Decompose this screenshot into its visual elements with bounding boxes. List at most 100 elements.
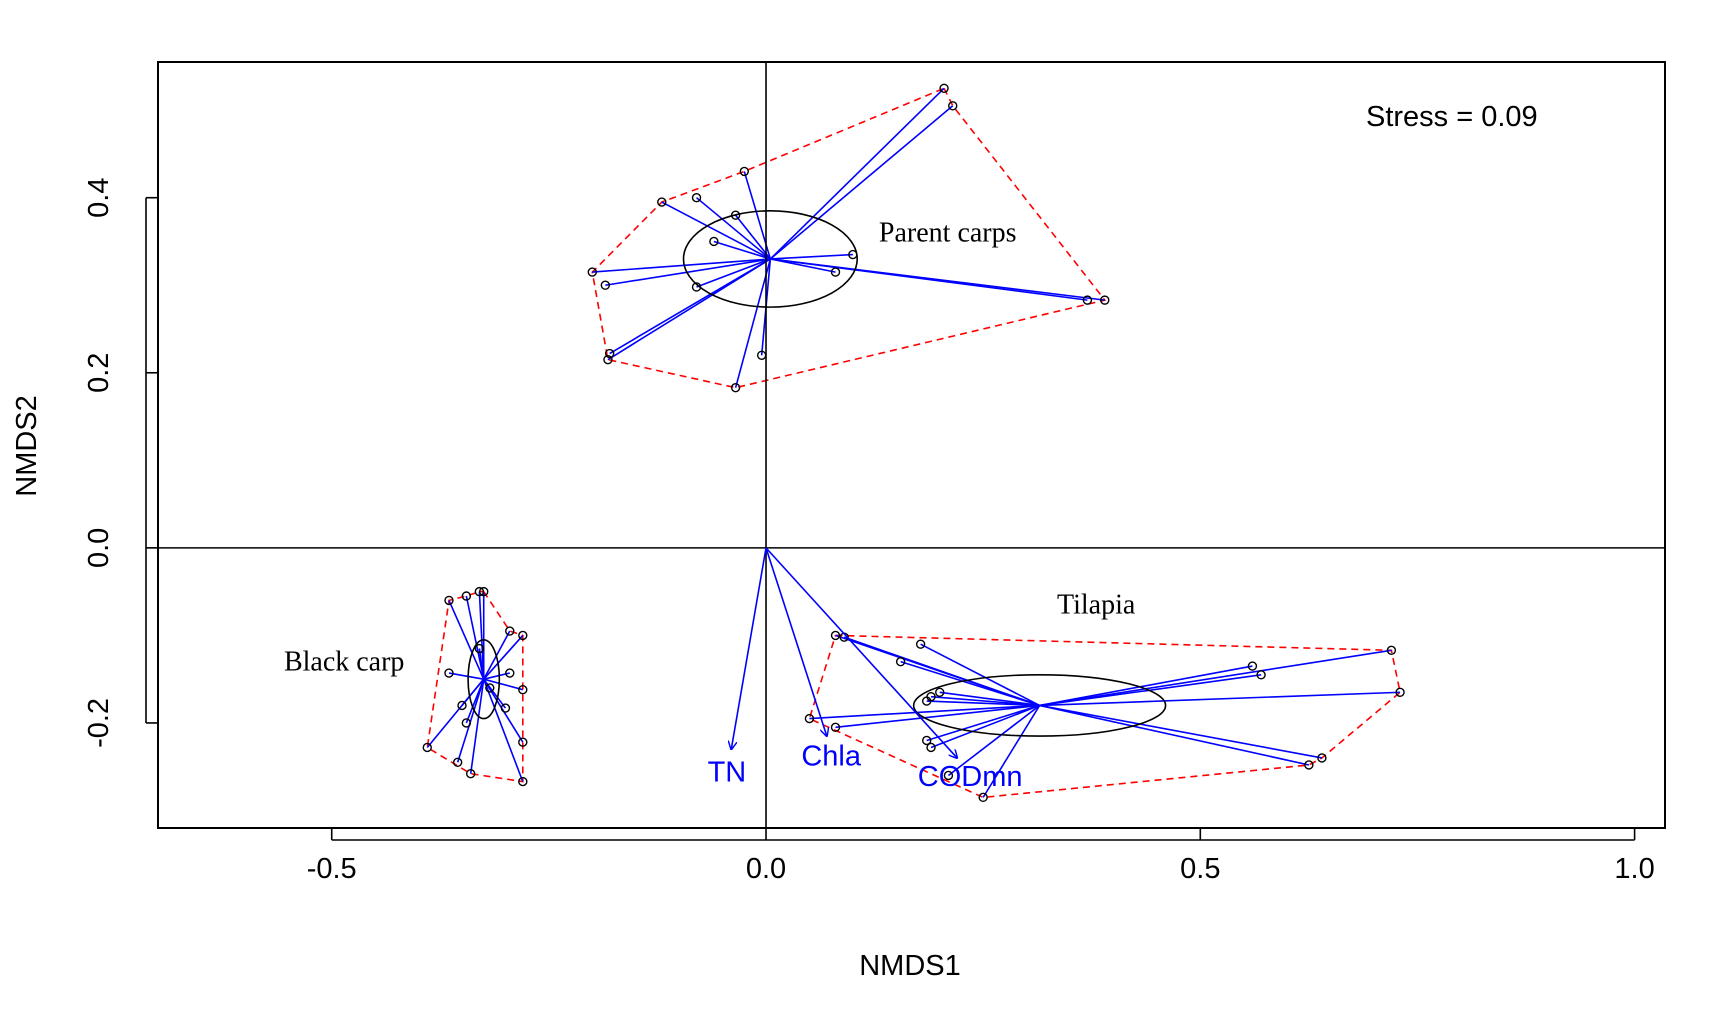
x-tick-label: 1.0 <box>1614 853 1654 885</box>
spider-line-black-carp <box>483 678 524 743</box>
y-tick-label: 0.2 <box>83 353 115 393</box>
spider-line-parent-carps <box>661 201 771 260</box>
spider-line-tilapia <box>835 704 1040 729</box>
point-tilapia <box>1256 670 1266 680</box>
spider-line-black-carp <box>426 678 485 748</box>
group-label-black-carp: Black carp <box>284 646 405 677</box>
spider-line-parent-carps <box>769 105 954 260</box>
point-parent-carps <box>600 280 611 290</box>
spider-line-tilapia <box>1039 649 1392 707</box>
ellipse-parent-carps <box>682 210 859 308</box>
point-black-carp <box>457 700 467 711</box>
point-parent-carps <box>939 83 949 93</box>
point-black-carp <box>518 630 528 641</box>
stress-label: Stress = 0.09 <box>1366 101 1538 133</box>
point-tilapia <box>1317 753 1327 763</box>
point-tilapia <box>830 630 841 641</box>
spider-line-tilapia <box>900 660 1040 707</box>
point-black-carp <box>500 703 511 713</box>
hull-black-carp <box>426 590 524 783</box>
point-parent-carps <box>1082 295 1093 305</box>
spider-line-parent-carps <box>734 214 771 260</box>
point-parent-carps <box>603 354 613 365</box>
ellipse-layer <box>467 210 1167 737</box>
point-black-carp <box>444 668 454 678</box>
point-parent-carps <box>709 236 719 247</box>
spider-line-tilapia <box>1039 704 1323 759</box>
point-black-carp <box>479 586 489 597</box>
point-tilapia <box>935 687 945 698</box>
group-label-tilapia: Tilapia <box>1057 590 1136 621</box>
spider-line-parent-carps <box>607 258 771 361</box>
spider-line-parent-carps <box>605 258 771 287</box>
spider-line-black-carp <box>465 595 485 680</box>
point-tilapia <box>922 696 932 706</box>
spider-line-tilapia <box>926 704 1040 742</box>
spider-line-black-carp <box>482 678 524 782</box>
point-black-carp <box>505 626 515 636</box>
point-tilapia <box>804 713 815 724</box>
spider-line-parent-carps <box>696 258 771 288</box>
y-tick-label: 0.4 <box>83 178 115 218</box>
point-black-carp <box>461 718 472 728</box>
point-black-carp <box>474 586 485 597</box>
point-tilapia <box>1386 645 1397 655</box>
y-tick-label: -0.2 <box>83 698 115 748</box>
point-black-carp <box>518 776 528 787</box>
spider-line-tilapia <box>920 643 1040 707</box>
spider-line-black-carp <box>469 679 485 774</box>
spider-line-parent-carps <box>770 253 853 260</box>
point-tilapia <box>943 770 954 781</box>
spider-line-parent-carps <box>696 197 771 260</box>
y-axis-label: NMDS2 <box>11 395 43 497</box>
point-tilapia <box>1247 661 1258 671</box>
point-parent-carps <box>691 282 702 292</box>
spider-line-tilapia <box>843 636 1040 707</box>
point-parent-carps <box>657 197 667 207</box>
spider-line-tilapia <box>926 700 1040 707</box>
spider-layer <box>426 87 1401 798</box>
point-tilapia <box>978 792 988 803</box>
spider-line-black-carp <box>483 634 524 680</box>
point-parent-carps <box>1100 295 1110 305</box>
ellipse-black-carp <box>467 638 501 720</box>
spider-line-black-carp <box>448 600 485 680</box>
vector-arrow-tn <box>731 547 767 749</box>
hull-layer <box>426 87 1401 799</box>
spider-line-tilapia <box>930 704 1040 749</box>
plot-frame <box>157 61 1666 829</box>
axes-layer: -0.5 0.0 0.5 1.0 -0.2 0.0 0.2 0.4 <box>83 61 1666 885</box>
point-black-carp <box>518 684 528 695</box>
points-layer <box>422 83 1405 803</box>
spider-line-black-carp <box>456 678 485 763</box>
spider-line-black-carp <box>478 648 485 680</box>
vector-label-tn: TN <box>708 756 747 788</box>
point-black-carp <box>452 757 463 768</box>
point-tilapia <box>922 735 932 746</box>
spider-line-parent-carps <box>592 258 771 273</box>
x-tick-label: 0.5 <box>1180 853 1220 885</box>
spider-line-tilapia <box>1039 704 1310 766</box>
spider-line-parent-carps <box>734 258 772 388</box>
point-black-carp <box>518 737 528 747</box>
point-black-carp <box>505 668 515 678</box>
vector-arrow-chla <box>765 547 827 736</box>
point-black-carp <box>444 595 454 606</box>
spider-line-tilapia <box>939 691 1040 707</box>
point-tilapia <box>1395 687 1405 698</box>
vector-arrow-codmn <box>765 547 957 758</box>
x-tick-label: 0.0 <box>746 853 786 885</box>
point-parent-carps <box>604 348 615 359</box>
spider-line-tilapia <box>982 705 1041 798</box>
vector-label-chla: Chla <box>801 741 862 773</box>
spider-line-black-carp <box>483 678 524 691</box>
point-black-carp <box>461 591 472 601</box>
point-parent-carps <box>730 382 741 393</box>
point-tilapia <box>895 656 906 667</box>
spider-line-black-carp <box>448 672 484 680</box>
point-parent-carps <box>739 166 749 177</box>
point-black-carp <box>474 643 485 654</box>
point-parent-carps <box>848 249 858 260</box>
point-parent-carps <box>587 267 597 277</box>
